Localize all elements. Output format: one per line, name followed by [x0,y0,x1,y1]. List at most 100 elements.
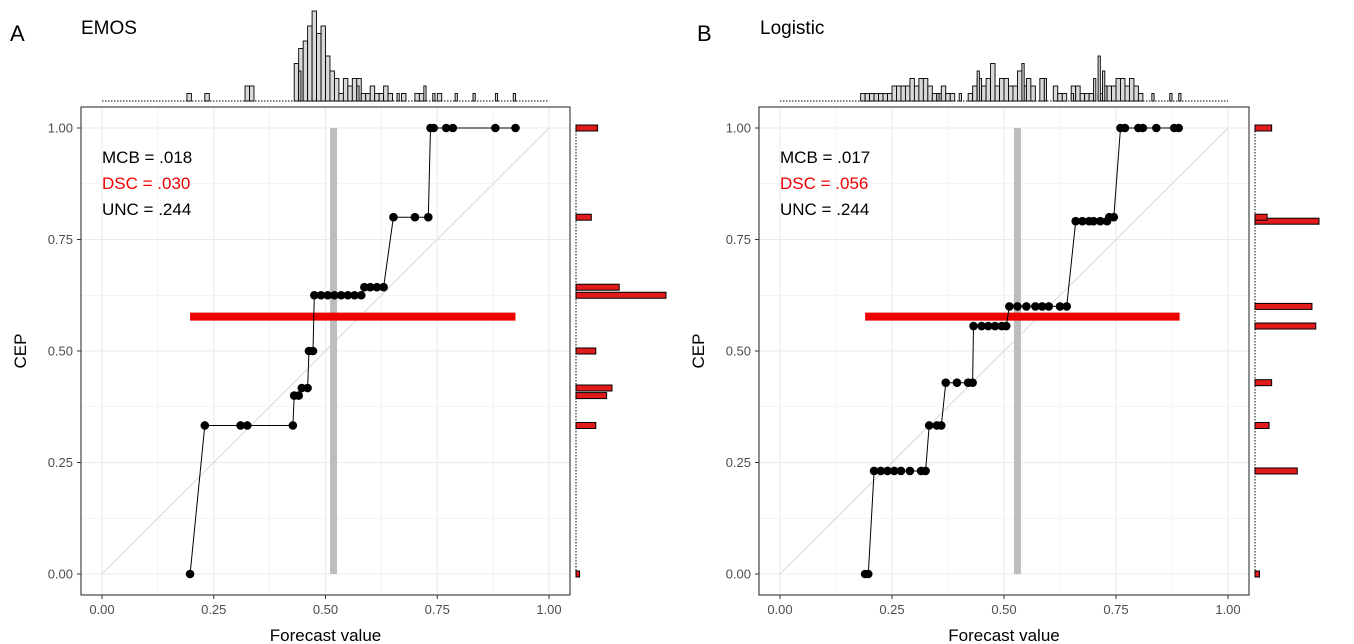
top-histogram-bar [1111,85,1117,102]
top-histogram-bar [887,93,893,102]
data-point [1037,302,1047,311]
side-histogram-bar [575,421,597,429]
data-point [1120,123,1130,133]
top-histogram-bar [311,10,318,102]
reference-diagonal [779,127,1229,575]
side-histogram-bar [575,283,620,291]
top-histogram-bar [307,25,313,102]
top-histogram-bar [1084,93,1090,102]
data-point [990,321,1000,331]
reliability-points [185,123,520,579]
top-histogram-bar [1120,78,1126,102]
top-histogram-bar [940,85,947,102]
top-histogram-bar [1124,85,1130,102]
grid [81,107,570,595]
data-point [1078,216,1087,226]
data-point [323,290,333,300]
data-point [372,282,382,292]
data-point [883,466,892,476]
top-histogram-bar [369,85,376,102]
side-histogram-bar [1254,124,1273,132]
top-histogram [102,10,549,102]
top-histogram-bar [329,70,335,102]
x-tick-label: 1.00 [536,602,561,617]
x-tick-label: 0.00 [767,602,792,617]
data-point [448,123,458,133]
x-tick-label: 0.00 [89,602,114,617]
top-histogram-bar [204,93,210,102]
top-histogram-bar [1075,85,1081,102]
x-tick-label: 0.25 [201,602,226,617]
data-point [350,290,359,300]
data-point [1089,216,1098,226]
top-histogram-bar [351,78,358,102]
top-histogram-bar [1088,93,1095,102]
top-histogram-bar [1106,85,1112,102]
data-point [424,212,433,222]
stat-mcb: MCB = .017 [780,148,870,167]
top-histogram-bar [1169,93,1173,102]
side-histogram-bar [1254,302,1313,310]
top-histogram-bar [293,63,300,102]
side-histogram-bar [1254,379,1273,387]
y-axis-title: CEP [689,334,708,369]
top-histogram-bar [931,93,938,102]
top-histogram-bar [472,93,476,102]
top-histogram-bar [378,93,385,102]
top-histogram-bar [909,78,915,102]
data-point [924,421,934,430]
stat-mcb: MCB = .018 [102,148,192,167]
top-histogram-bar [302,40,309,102]
side-histogram-bar [1254,213,1268,221]
top-histogram-bar [878,93,884,102]
top-histogram-bar [869,93,875,102]
top-histogram-bar [1070,93,1074,102]
top-histogram-bar [1039,78,1045,102]
data-point [310,290,319,300]
x-tick-label: 0.50 [991,602,1016,617]
side-histogram-bar [575,570,581,578]
top-histogram-bar [298,70,302,102]
y-tick-label: 0.00 [726,567,751,582]
top-histogram-bar [186,93,192,102]
data-point [1055,302,1065,311]
y-tick-label: 0.75 [48,232,73,247]
top-histogram-bar [342,78,349,102]
data-point [876,466,886,476]
y-tick-label: 0.75 [726,232,751,247]
top-histogram-bar [316,33,322,102]
reference-diagonal [101,127,550,575]
data-point [429,123,438,133]
top-histogram-bar [1003,78,1009,102]
top-histogram-bar [927,85,933,102]
data-point [1152,123,1161,133]
y-tick-label: 0.50 [48,344,73,359]
data-point [869,466,879,476]
top-histogram-bar [949,93,956,102]
top-histogram-bar [1128,78,1135,102]
x-tick-label: 0.50 [313,602,338,617]
top-histogram-bar [1021,63,1025,102]
top-histogram-bar [1057,93,1063,102]
data-point [969,321,978,331]
top-histogram-bar [896,85,902,102]
top-histogram-bar [249,85,255,102]
top-histogram-bar [418,93,425,102]
data-point [1062,302,1072,311]
panel-b: 0.00 0.25 0.50 0.75 1.00 0.00 0.25 0.50 0.75 1.00… [689,18,1320,644]
top-histogram-bar [1151,93,1155,102]
data-point [1001,321,1011,331]
top-histogram-bar [873,93,880,102]
stat-unc: UNC = .244 [102,200,191,219]
data-point [511,123,520,133]
side-histogram-bar [575,347,597,355]
data-point [441,123,451,133]
y-tick-label: 0.25 [48,455,73,470]
side-histogram-bar [1254,322,1317,330]
y-axis-title: CEP [11,334,30,369]
top-histogram-bar [396,93,400,102]
top-histogram-bar [1137,93,1144,102]
top-histogram-bar [1008,85,1014,102]
y-tick-label: 1.00 [726,121,751,136]
